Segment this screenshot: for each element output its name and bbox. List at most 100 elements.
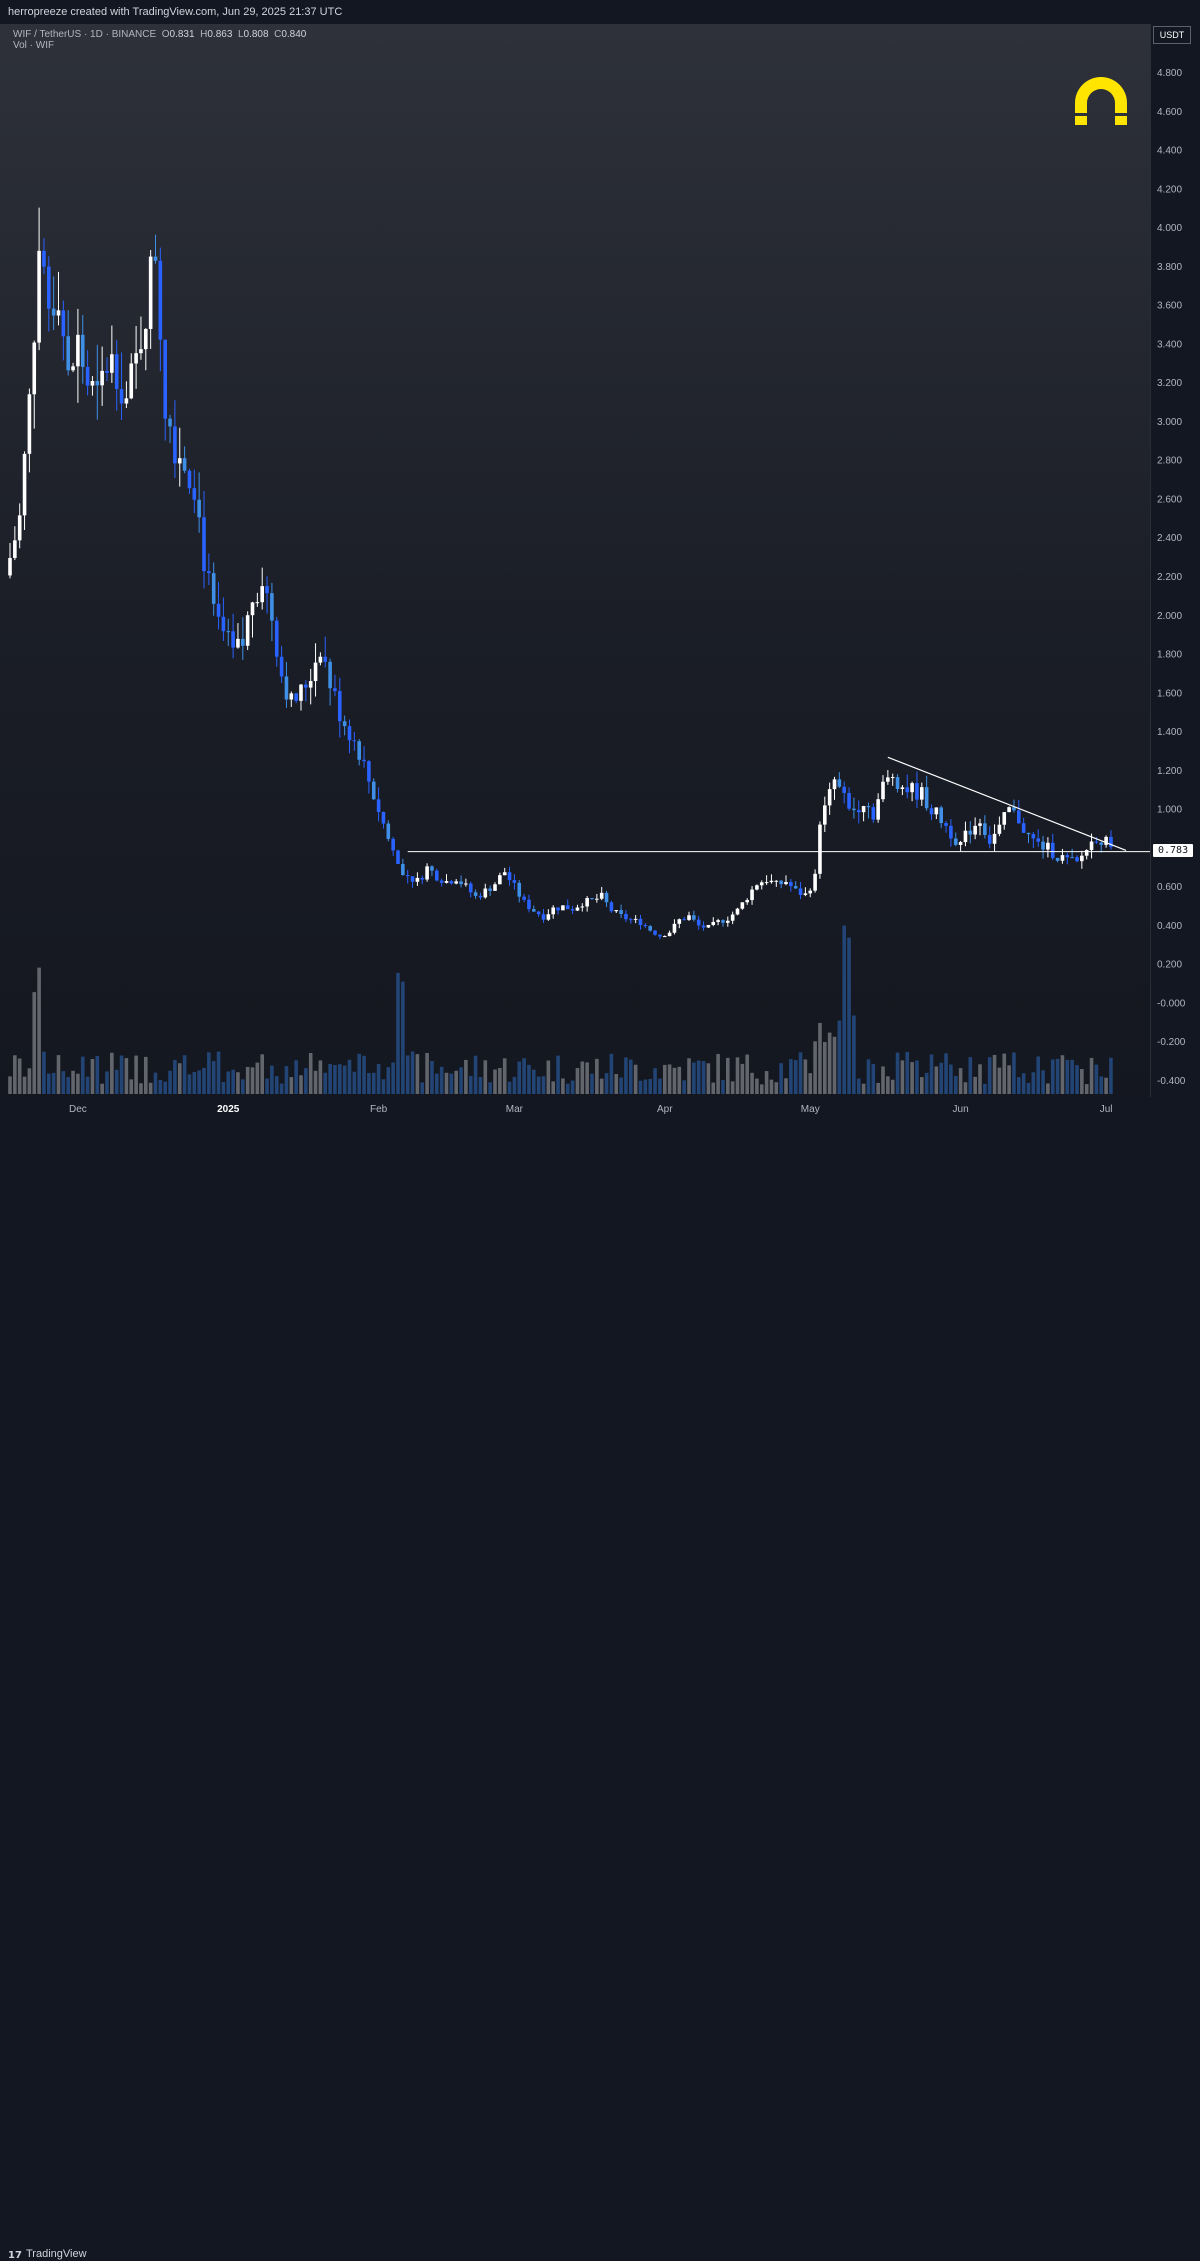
volume-bar [352, 1071, 357, 1094]
volume-bar [1094, 1064, 1099, 1094]
volume-bar [997, 1067, 1002, 1094]
volume-bar [876, 1082, 880, 1094]
candle-body [624, 913, 628, 920]
volume-bar [47, 1073, 51, 1094]
candle-body [231, 631, 235, 648]
candle-body [1041, 841, 1045, 850]
volume-bar [837, 1020, 842, 1094]
candle-body [318, 656, 323, 663]
volume-bar [1099, 1076, 1104, 1094]
volume-bar [61, 1071, 66, 1094]
candle-body [672, 923, 677, 933]
candle-body [789, 882, 793, 887]
volume-bar [1065, 1059, 1070, 1094]
candle-body [144, 328, 148, 350]
candle-body [735, 908, 740, 915]
candle-body [614, 910, 619, 912]
volume-bar [517, 1061, 522, 1094]
candle-body [410, 876, 415, 882]
candle-body [66, 336, 70, 371]
volume-bar [687, 1058, 691, 1094]
candle-body [570, 909, 575, 911]
volume-bar [696, 1060, 701, 1094]
candle-body [367, 761, 371, 782]
legend-open-value: 0.831 [169, 29, 195, 40]
candle-body [997, 824, 1002, 834]
candle-body [454, 881, 458, 884]
y-tick-label: -0.200 [1157, 1037, 1186, 1048]
candle-body [274, 620, 279, 657]
candle-body [716, 920, 720, 922]
volume-bar [459, 1067, 463, 1094]
candle-body [823, 805, 827, 825]
volume-bar [425, 1052, 429, 1094]
candle-body [425, 866, 429, 880]
volume-bar [556, 1055, 560, 1094]
candle-body [376, 799, 381, 812]
volume-bar [779, 1063, 783, 1094]
volume-bar [299, 1075, 303, 1094]
candle-body [507, 872, 512, 881]
candle-body [653, 930, 657, 935]
volume-bar [177, 1063, 182, 1094]
volume-bar [949, 1064, 953, 1094]
candle-body [910, 783, 914, 793]
candle-body [973, 825, 977, 835]
x-tick-label: Jul [1100, 1104, 1113, 1115]
candle-body [1104, 836, 1108, 845]
volume-bar [798, 1052, 803, 1094]
candle-body [774, 880, 779, 882]
price-axis[interactable]: 4.800 4.600 4.400 4.200 4.000 3.800 3.600 3.400… [1150, 24, 1200, 1097]
candle-body [226, 631, 231, 633]
candle-body [871, 807, 876, 820]
candle-body [643, 925, 648, 927]
volume-bar [662, 1064, 667, 1094]
volume-bar [502, 1058, 507, 1094]
candle-body [832, 779, 837, 790]
volume-bar [158, 1079, 163, 1094]
chart-plot-area[interactable] [0, 24, 1150, 1097]
volume-bar [532, 1069, 536, 1094]
candle-body [687, 915, 691, 920]
volume-bar [13, 1055, 17, 1094]
y-tick-label: 2.600 [1157, 494, 1182, 505]
price-chart[interactable] [0, 24, 1150, 1097]
volume-bar [129, 1079, 134, 1094]
tradingview-logo[interactable]: 17 TradingView [8, 2248, 87, 2261]
y-tick-label: 1.600 [1157, 688, 1182, 699]
volume-bar [1089, 1057, 1094, 1094]
volume-bar [793, 1060, 798, 1094]
volume-bar [759, 1084, 764, 1094]
volume-bar [76, 1073, 80, 1094]
volume-bar [449, 1073, 454, 1094]
volume-bar [216, 1051, 221, 1094]
volume-bar [769, 1079, 774, 1094]
x-tick-label: 2025 [217, 1104, 240, 1115]
volume-bar [1041, 1070, 1045, 1094]
volume-bar [750, 1072, 754, 1094]
volume-bar [886, 1076, 890, 1094]
candle-body [1060, 855, 1065, 861]
volume-bar [764, 1071, 769, 1094]
candle-body [245, 615, 250, 646]
volume-bar [153, 1072, 158, 1094]
candle-body [1026, 832, 1031, 835]
volume-bar [522, 1058, 526, 1094]
time-axis[interactable]: Dec 2025 Feb Mar Apr May Jun Jul [0, 1097, 1150, 1121]
volume-bar [289, 1077, 294, 1094]
currency-badge[interactable]: USDT [1153, 26, 1191, 44]
volume-bar [401, 981, 405, 1094]
candle-body [391, 838, 395, 851]
candle-body [813, 873, 817, 891]
candle-body [1070, 857, 1074, 859]
volume-bar [580, 1061, 585, 1094]
volume-bar [861, 1083, 866, 1094]
volume-bar [1036, 1056, 1040, 1094]
candle-body [158, 260, 163, 340]
candle-body [706, 924, 711, 928]
volume-bar [163, 1081, 167, 1094]
volume-bar [144, 1056, 148, 1094]
volume-bar [105, 1071, 109, 1094]
volume-bar [114, 1069, 119, 1094]
volume-bar [1012, 1052, 1016, 1094]
